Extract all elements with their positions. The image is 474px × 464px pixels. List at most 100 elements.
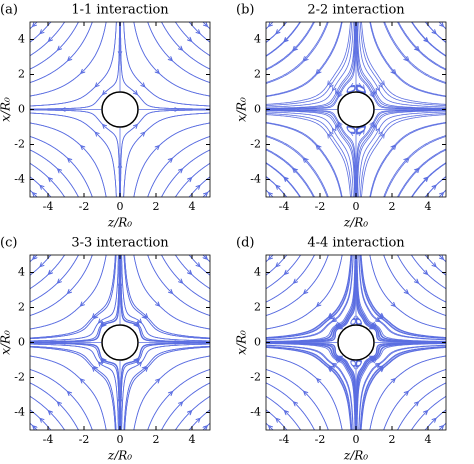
streamline xyxy=(30,346,116,430)
arrow xyxy=(168,56,174,62)
arrow xyxy=(423,36,429,42)
streamline xyxy=(358,22,446,108)
streamline xyxy=(147,22,210,84)
streamline xyxy=(30,22,120,110)
x-tick-label: 0 xyxy=(117,433,124,446)
arrow xyxy=(79,69,86,75)
streamline xyxy=(174,395,210,430)
arrow xyxy=(101,123,107,129)
arrow xyxy=(97,361,103,367)
arrow xyxy=(93,365,99,371)
arrow xyxy=(369,92,374,98)
arrow xyxy=(267,192,273,197)
streamline xyxy=(424,409,446,430)
arrow xyxy=(369,355,375,361)
arrow xyxy=(187,37,193,43)
streamline xyxy=(123,345,210,430)
arrow xyxy=(349,82,355,88)
arrow xyxy=(79,144,86,150)
streamline xyxy=(359,346,446,430)
streamline xyxy=(133,122,210,197)
arrow xyxy=(133,90,139,96)
panel-title: 1-1 interaction xyxy=(71,3,169,18)
y-tick-label: 0 xyxy=(18,336,25,349)
arrow xyxy=(413,278,419,284)
arrow xyxy=(66,390,72,396)
arrow xyxy=(337,324,343,330)
streamline xyxy=(120,342,210,430)
arrow xyxy=(354,365,361,370)
streamline xyxy=(30,22,79,70)
arrow xyxy=(100,359,106,365)
x-tick-label: -2 xyxy=(315,200,326,213)
arrow xyxy=(97,318,103,324)
streamline xyxy=(30,22,120,110)
arrow xyxy=(378,82,383,88)
arrow xyxy=(57,45,63,51)
x-tick-label: 0 xyxy=(117,200,124,213)
streamline xyxy=(266,347,352,430)
arrow xyxy=(315,69,321,75)
streamline xyxy=(133,255,210,330)
arrow xyxy=(91,366,97,372)
streamline xyxy=(188,22,210,43)
arrow xyxy=(94,131,100,137)
streamline xyxy=(30,255,66,290)
arrow xyxy=(338,121,343,127)
streamline xyxy=(266,255,288,276)
arrow xyxy=(423,270,429,276)
sphere xyxy=(337,91,375,128)
streamline xyxy=(123,22,210,107)
streamline xyxy=(266,22,355,109)
arrow xyxy=(60,107,66,112)
streamline xyxy=(266,175,288,197)
arrow xyxy=(267,22,273,27)
streamline xyxy=(30,369,93,430)
streamline xyxy=(359,113,446,197)
streamline xyxy=(266,368,329,430)
streamline xyxy=(120,109,210,197)
streamline xyxy=(30,255,38,263)
y-tick-label: -4 xyxy=(14,173,25,186)
streamline xyxy=(120,342,210,430)
streamline xyxy=(356,318,362,325)
streamline xyxy=(360,346,446,430)
streamline xyxy=(357,110,446,197)
arrow xyxy=(195,417,201,423)
streamline xyxy=(383,22,446,84)
streamline xyxy=(266,368,329,430)
streamline xyxy=(30,255,120,343)
panel-label: (c) xyxy=(0,236,17,251)
arrow xyxy=(31,22,37,28)
streamline xyxy=(30,189,38,197)
streamline xyxy=(30,162,66,197)
arrow xyxy=(370,122,375,128)
streamline xyxy=(120,109,210,197)
streamline xyxy=(266,110,355,197)
arrow xyxy=(283,176,289,182)
streamline xyxy=(424,255,446,276)
arrow xyxy=(79,301,85,307)
panel-title: 2-2 interaction xyxy=(307,3,405,18)
arrow xyxy=(167,157,173,163)
streamlines xyxy=(266,255,446,430)
streamline xyxy=(356,125,366,135)
streamline xyxy=(188,176,210,197)
streamline xyxy=(147,135,210,197)
streamline xyxy=(266,22,328,84)
streamline xyxy=(30,22,117,107)
x-tick-label: 2 xyxy=(153,200,160,213)
streamline xyxy=(30,109,120,197)
streamline xyxy=(266,162,301,197)
streamline xyxy=(369,255,446,330)
streamline xyxy=(30,255,120,343)
streamline xyxy=(266,409,288,430)
arrow xyxy=(141,365,147,371)
streamline xyxy=(358,345,446,430)
arrow xyxy=(202,425,208,430)
arrow xyxy=(141,314,147,320)
streamline xyxy=(120,342,210,430)
streamline xyxy=(266,135,329,197)
arrow xyxy=(66,56,72,62)
streamline xyxy=(346,84,356,94)
